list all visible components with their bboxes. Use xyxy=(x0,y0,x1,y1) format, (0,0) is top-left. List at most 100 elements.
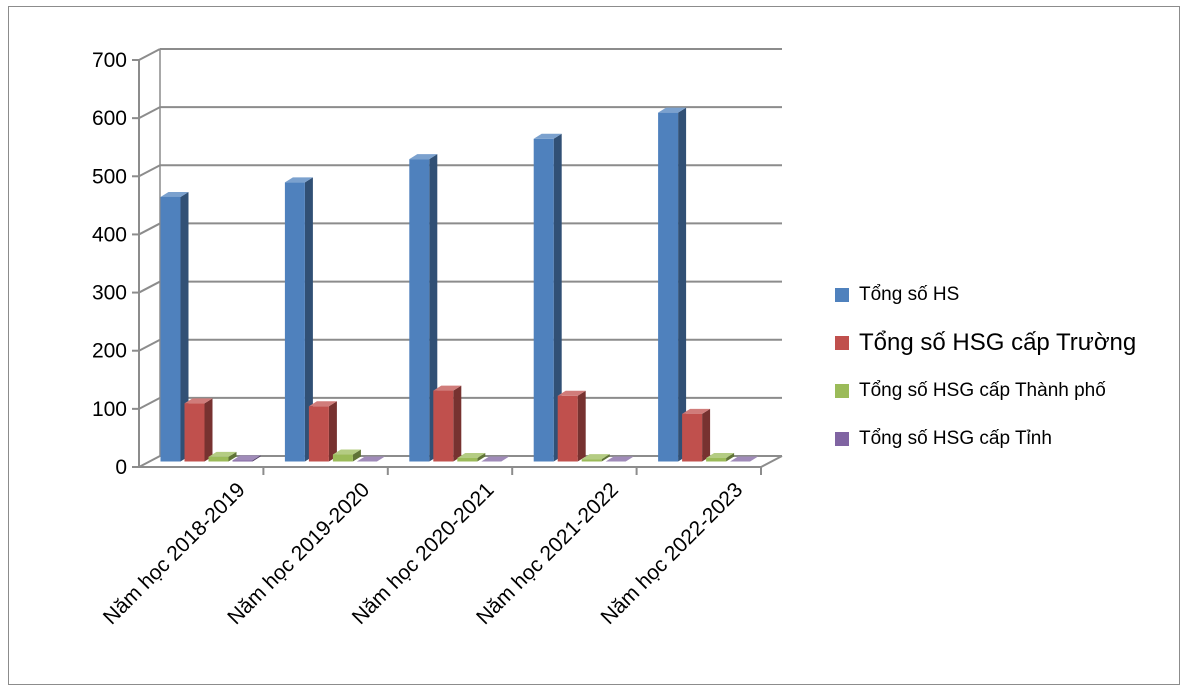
bar-top-1-3 xyxy=(356,456,385,462)
side-wall-line-3 xyxy=(138,280,161,294)
legend-swatch xyxy=(835,432,849,446)
bar-4-2 xyxy=(706,453,735,462)
side-wall-line-5 xyxy=(138,164,161,178)
bar-top-1-0 xyxy=(284,177,313,183)
bar-4-1 xyxy=(682,408,711,462)
x-tick-label-1: Năm học 2019-2020 xyxy=(223,478,374,629)
bar-front-3-1 xyxy=(557,395,578,462)
bar-3-1 xyxy=(557,390,586,462)
legend-label: Tổng số HSG cấp Tỉnh xyxy=(859,428,1052,449)
legend-item: Tổng số HSG cấp Thành phố xyxy=(835,367,1136,415)
y-tick-label-7: 700 xyxy=(92,49,127,72)
bar-front-4-0 xyxy=(658,112,679,462)
chart-legend: Tổng số HS Tổng số HSG cấp Trường Tổng số … xyxy=(835,271,1136,463)
bar-top-1-2 xyxy=(332,449,361,455)
y-tick-label-2: 200 xyxy=(92,340,127,363)
bar-front-2-2 xyxy=(457,458,478,462)
legend-label: Tổng số HS xyxy=(859,284,960,305)
legend-label: Tổng số HSG cấp Thành phố xyxy=(859,380,1106,401)
bar-side-2-1 xyxy=(453,385,462,462)
bar-top-0-2 xyxy=(208,451,237,457)
bar-front-1-0 xyxy=(284,182,305,462)
bar-side-4-2 xyxy=(726,453,735,462)
side-wall-line-1 xyxy=(138,396,161,410)
bar-front-2-1 xyxy=(433,390,454,462)
bar-top-3-2 xyxy=(581,454,610,460)
bar-top-2-2 xyxy=(457,453,486,459)
legend-swatch xyxy=(835,384,849,398)
x-tick-label-0: Năm học 2018-2019 xyxy=(99,478,250,629)
bar-0-0 xyxy=(160,191,189,462)
bar-2-3 xyxy=(481,456,510,462)
side-wall-line-2 xyxy=(138,338,161,352)
side-wall-line-0 xyxy=(138,455,161,468)
legend-item: Tổng số HS xyxy=(835,271,1136,319)
bar-3-0 xyxy=(533,133,562,462)
bar-top-2-3 xyxy=(481,456,510,462)
bar-front-4-2 xyxy=(706,458,727,462)
bar-side-4-1 xyxy=(702,408,711,462)
chart-frame: 0 100 200 300 400 500 600 700 Năm học 2018-2019 N… xyxy=(8,6,1180,685)
bar-4-0 xyxy=(658,107,687,462)
bar-front-0-0 xyxy=(160,196,181,462)
bar-3-3 xyxy=(605,456,634,462)
bar-2-0 xyxy=(409,154,438,462)
side-wall-line-6 xyxy=(138,106,161,120)
side-wall-line-4 xyxy=(138,222,161,236)
bar-1-1 xyxy=(308,401,337,462)
bar-1-3 xyxy=(356,456,385,462)
side-wall-line-7 xyxy=(138,48,161,61)
bar-top-2-0 xyxy=(409,154,438,160)
bar-top-0-3 xyxy=(232,455,261,461)
bar-2-2 xyxy=(457,453,486,462)
bar-top-3-1 xyxy=(557,390,586,396)
bar-front-0-3 xyxy=(232,460,253,462)
bar-front-0-2 xyxy=(208,456,229,462)
bar-top-3-0 xyxy=(533,133,562,139)
bar-top-4-3 xyxy=(730,456,759,462)
x-tick-label-3: Năm học 2021-2022 xyxy=(472,478,623,629)
bar-side-3-0 xyxy=(553,133,562,462)
legend-item: Tổng số HSG cấp Trường xyxy=(835,319,1136,367)
bar-top-3-3 xyxy=(605,456,634,462)
bar-4-3 xyxy=(730,456,759,462)
legend-swatch xyxy=(835,288,849,302)
bar-front-4-1 xyxy=(682,413,703,462)
bar-top-2-1 xyxy=(433,385,462,391)
legend-swatch xyxy=(835,336,849,350)
bar-side-1-1 xyxy=(328,401,337,462)
bar-front-1-1 xyxy=(308,406,329,462)
legend-item: Tổng số HSG cấp Tỉnh xyxy=(835,415,1136,463)
bar-1-2 xyxy=(332,449,361,462)
x-tick-label-2: Năm học 2020-2021 xyxy=(348,478,499,629)
bar-1-0 xyxy=(284,177,313,462)
bar-front-0-1 xyxy=(184,403,205,462)
x-tick-label-4: Năm học 2022-2023 xyxy=(597,478,748,629)
bar-0-3 xyxy=(232,455,261,462)
bar-top-4-2 xyxy=(706,453,735,459)
bar-top-4-0 xyxy=(658,107,687,113)
bar-top-0-0 xyxy=(160,191,189,197)
y-tick-label-4: 400 xyxy=(92,223,127,246)
bar-0-2 xyxy=(208,451,237,462)
bar-side-0-0 xyxy=(180,191,189,462)
bar-side-1-2 xyxy=(352,449,361,462)
bar-0-1 xyxy=(184,398,213,462)
bar-side-4-0 xyxy=(678,107,687,462)
bar-top-4-1 xyxy=(682,408,711,414)
y-tick-label-5: 500 xyxy=(92,165,127,188)
bar-side-2-2 xyxy=(477,453,486,462)
bar-front-3-0 xyxy=(533,138,554,462)
y-tick-label-0: 0 xyxy=(115,456,127,479)
bar-side-3-1 xyxy=(577,390,586,462)
y-tick-label-1: 100 xyxy=(92,398,127,421)
bar-side-0-3 xyxy=(252,455,261,462)
bar-front-1-2 xyxy=(332,454,353,462)
bar-front-3-2 xyxy=(581,459,602,462)
y-tick-label-3: 300 xyxy=(92,282,127,305)
bar-side-3-2 xyxy=(601,454,610,462)
bar-front-2-0 xyxy=(409,159,430,462)
legend-label: Tổng số HSG cấp Trường xyxy=(859,329,1137,356)
y-tick-label-6: 600 xyxy=(92,107,127,130)
